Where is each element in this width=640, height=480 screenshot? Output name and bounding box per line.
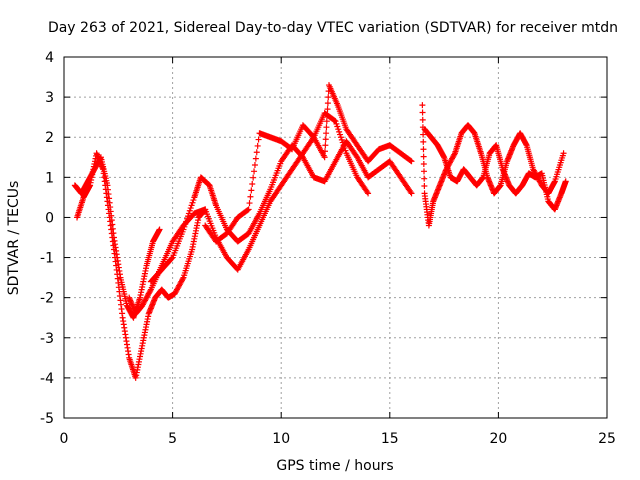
data-point (420, 153, 427, 160)
data-point (562, 178, 569, 185)
plot-frame (63, 56, 608, 419)
data-point (420, 160, 427, 167)
data-point (184, 213, 191, 220)
data-point (251, 161, 258, 168)
data-point (183, 218, 190, 225)
y-tick-label: -1 (40, 251, 54, 267)
x-axis-label: GPS time / hours (276, 458, 393, 474)
data-point (332, 118, 339, 125)
data-points (71, 82, 569, 381)
data-point (321, 154, 328, 161)
data-point (336, 128, 343, 135)
data-point (419, 109, 426, 116)
data-point (421, 168, 428, 175)
y-tick-label: -3 (40, 331, 54, 347)
data-point (244, 207, 251, 214)
data-point (353, 152, 360, 159)
y-tick-label: 4 (45, 50, 54, 66)
data-point (251, 168, 258, 175)
data-point (250, 174, 257, 181)
data-point (408, 158, 415, 165)
data-point (335, 126, 342, 133)
y-axis-label: SDTVAR / TECUs (6, 181, 22, 296)
data-point (323, 118, 330, 125)
data-point (182, 221, 189, 228)
data-point (324, 100, 331, 107)
data-point (322, 136, 329, 143)
data-point (156, 226, 163, 233)
y-tick-label: 1 (45, 170, 54, 186)
data-point (245, 206, 252, 213)
x-tick-label: 5 (168, 431, 177, 447)
chart-title: Day 263 of 2021, Sidereal Day-to-day VTE… (48, 20, 618, 36)
data-point (190, 197, 197, 204)
data-point (188, 202, 195, 209)
data-point (407, 157, 414, 164)
y-tick-label: -4 (40, 371, 54, 387)
data-point (323, 124, 330, 131)
data-point (365, 190, 372, 197)
series-track-B (74, 150, 209, 381)
data-point (408, 190, 415, 197)
data-point (180, 226, 187, 233)
data-point (325, 94, 332, 101)
data-point (324, 106, 331, 113)
data-point (248, 187, 255, 194)
series-track-G (421, 126, 569, 213)
data-point (147, 287, 154, 294)
data-point (254, 142, 261, 149)
data-point (420, 138, 427, 145)
y-tick-label: -2 (40, 291, 54, 307)
data-point (185, 210, 192, 217)
x-tick-label: 20 (489, 431, 507, 447)
data-point (333, 120, 340, 127)
data-point (187, 205, 194, 212)
data-point (255, 136, 262, 143)
data-point (323, 130, 330, 137)
data-point (322, 148, 329, 155)
data-point (560, 150, 567, 157)
data-point (419, 116, 426, 123)
data-point (451, 151, 458, 158)
data-point (181, 223, 188, 230)
data-point (168, 255, 175, 262)
x-tick-label: 25 (598, 431, 616, 447)
data-point (184, 215, 191, 222)
data-point (186, 207, 193, 214)
data-point (189, 199, 196, 206)
data-point (407, 189, 414, 196)
data-point (322, 142, 329, 149)
data-point (246, 200, 253, 207)
data-point (419, 102, 426, 109)
x-tick-label: 10 (272, 431, 290, 447)
y-tick-label: 0 (45, 210, 54, 226)
data-point (338, 136, 345, 143)
data-point (421, 183, 428, 190)
series-track-D (147, 138, 415, 285)
data-point (179, 275, 186, 282)
data-point (364, 189, 371, 196)
data-point (253, 149, 260, 156)
data-point (252, 155, 259, 162)
data-point (331, 117, 338, 124)
data-point (342, 147, 349, 154)
y-tick-label: -5 (40, 411, 54, 427)
series-track-E (202, 82, 415, 245)
y-tick-label: 2 (45, 130, 54, 146)
x-tick-label: 15 (381, 431, 399, 447)
data-point (420, 131, 427, 138)
data-point (334, 123, 341, 130)
y-tick-label: 3 (45, 90, 54, 106)
data-point (420, 146, 427, 153)
x-tick-label: 0 (60, 431, 69, 447)
data-point (247, 193, 254, 200)
data-point (249, 181, 256, 188)
data-point (421, 175, 428, 182)
data-point (337, 131, 344, 138)
data-point (337, 134, 344, 141)
data-point (324, 112, 331, 119)
